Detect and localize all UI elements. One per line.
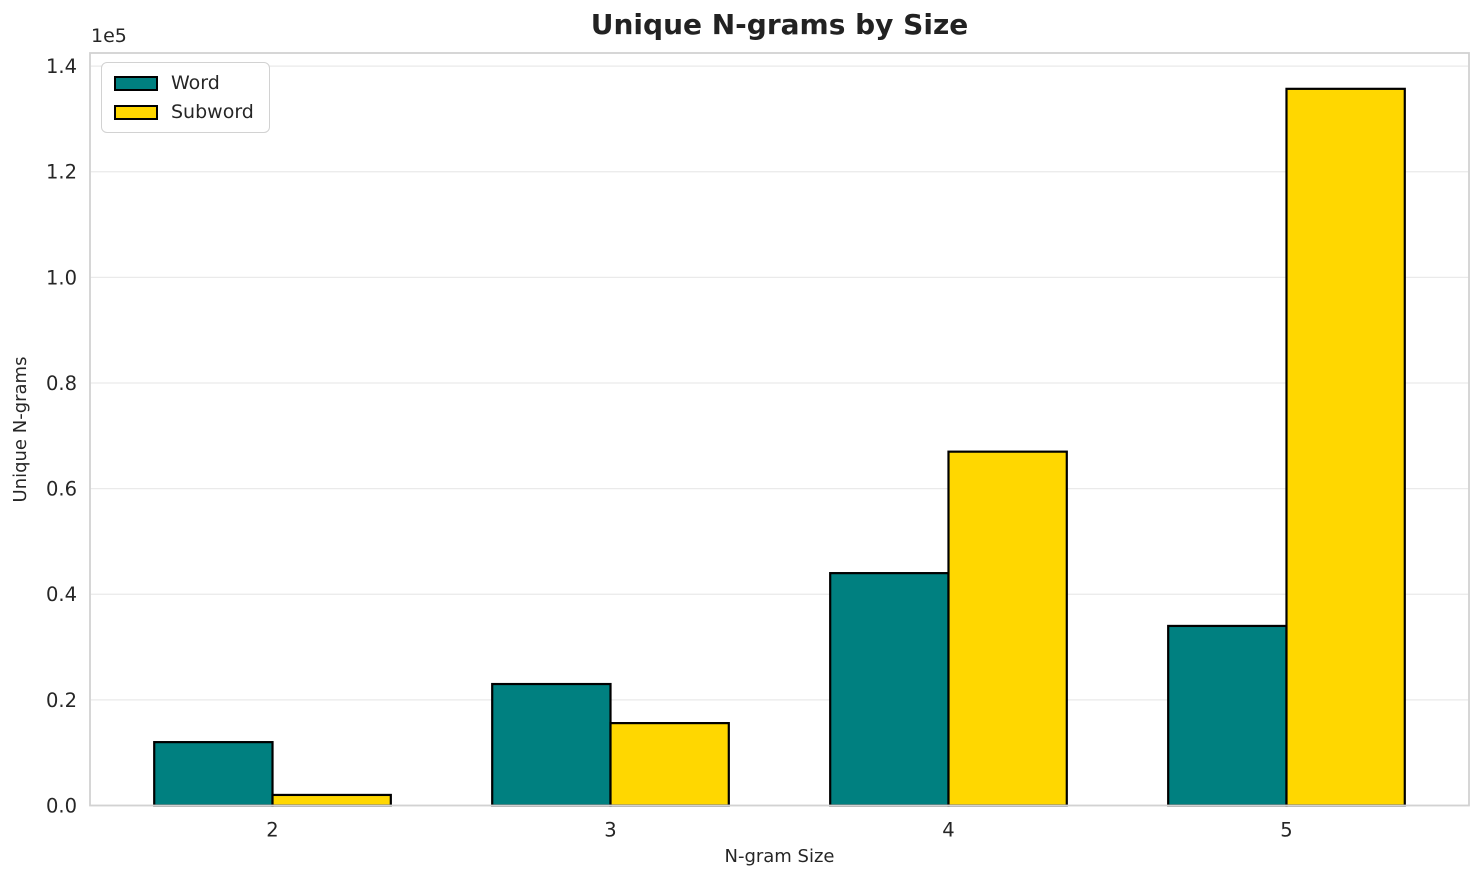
legend-label-subword: Subword bbox=[171, 101, 254, 123]
legend-item-word: Word bbox=[114, 72, 254, 94]
x-tick-label: 4 bbox=[942, 819, 954, 842]
y-tick-label: 1.2 bbox=[46, 161, 77, 184]
legend-swatch-word bbox=[114, 75, 158, 91]
bar-word-3 bbox=[491, 682, 612, 807]
x-axis-label: N-gram Size bbox=[724, 846, 835, 867]
legend: Word Subword bbox=[101, 62, 270, 133]
bar-subword-4 bbox=[947, 450, 1068, 807]
x-tick-label: 3 bbox=[604, 819, 616, 842]
bar-word-2 bbox=[153, 741, 274, 807]
y-tick-label: 0.4 bbox=[46, 583, 77, 606]
x-tick-label: 2 bbox=[266, 819, 278, 842]
y-tick-label: 0.0 bbox=[46, 795, 77, 818]
legend-label-word: Word bbox=[171, 72, 220, 94]
y-axis-label: Unique N-grams bbox=[10, 356, 31, 503]
y-tick-label: 0.6 bbox=[46, 478, 77, 501]
chart-title: Unique N-grams by Size bbox=[590, 8, 969, 41]
legend-swatch-subword bbox=[114, 104, 158, 120]
y-tick-label: 1.0 bbox=[46, 266, 77, 289]
axes-spines bbox=[89, 52, 1470, 807]
bar-subword-5 bbox=[1285, 87, 1406, 807]
bar-word-4 bbox=[829, 572, 950, 807]
bar-subword-2 bbox=[271, 793, 392, 807]
x-tick-label: 5 bbox=[1280, 819, 1292, 842]
y-tick-label: 1.4 bbox=[46, 55, 77, 78]
bar-subword-3 bbox=[609, 722, 730, 807]
y-axis-offset-label: 1e5 bbox=[91, 25, 127, 47]
y-tick-label: 0.2 bbox=[46, 689, 77, 712]
legend-item-subword: Subword bbox=[114, 101, 254, 123]
bar-word-5 bbox=[1167, 624, 1288, 807]
y-tick-label: 0.8 bbox=[46, 372, 77, 395]
